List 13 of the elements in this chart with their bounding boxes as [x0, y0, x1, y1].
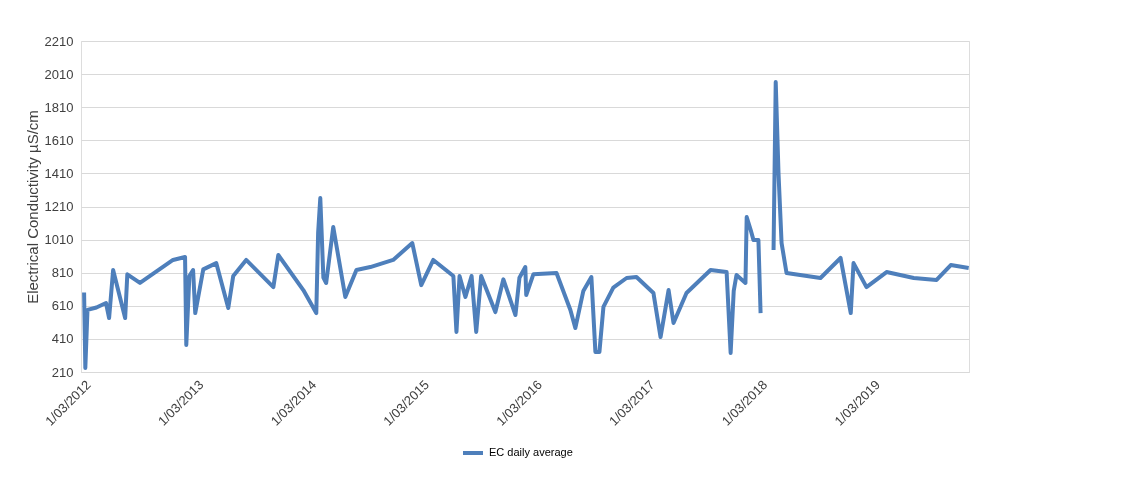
y-tick-label: 410 [51, 331, 74, 347]
y-tick-label: 1610 [44, 132, 74, 148]
y-tick-label: 2210 [44, 33, 74, 49]
y-tick-label: 1810 [44, 99, 74, 115]
y-tick-label: 1410 [44, 165, 74, 181]
y-axis-title: Electrical Conductivity µS/cm [23, 110, 41, 304]
y-tick-label: 610 [51, 298, 74, 314]
y-tick-label: 2010 [44, 66, 74, 82]
y-tick-label: 1010 [44, 232, 74, 248]
legend-label: EC daily average [489, 446, 573, 458]
y-tick-label: 1210 [44, 199, 74, 214]
y-tick-label: 210 [51, 364, 74, 380]
y-tick-label: 810 [51, 265, 74, 281]
